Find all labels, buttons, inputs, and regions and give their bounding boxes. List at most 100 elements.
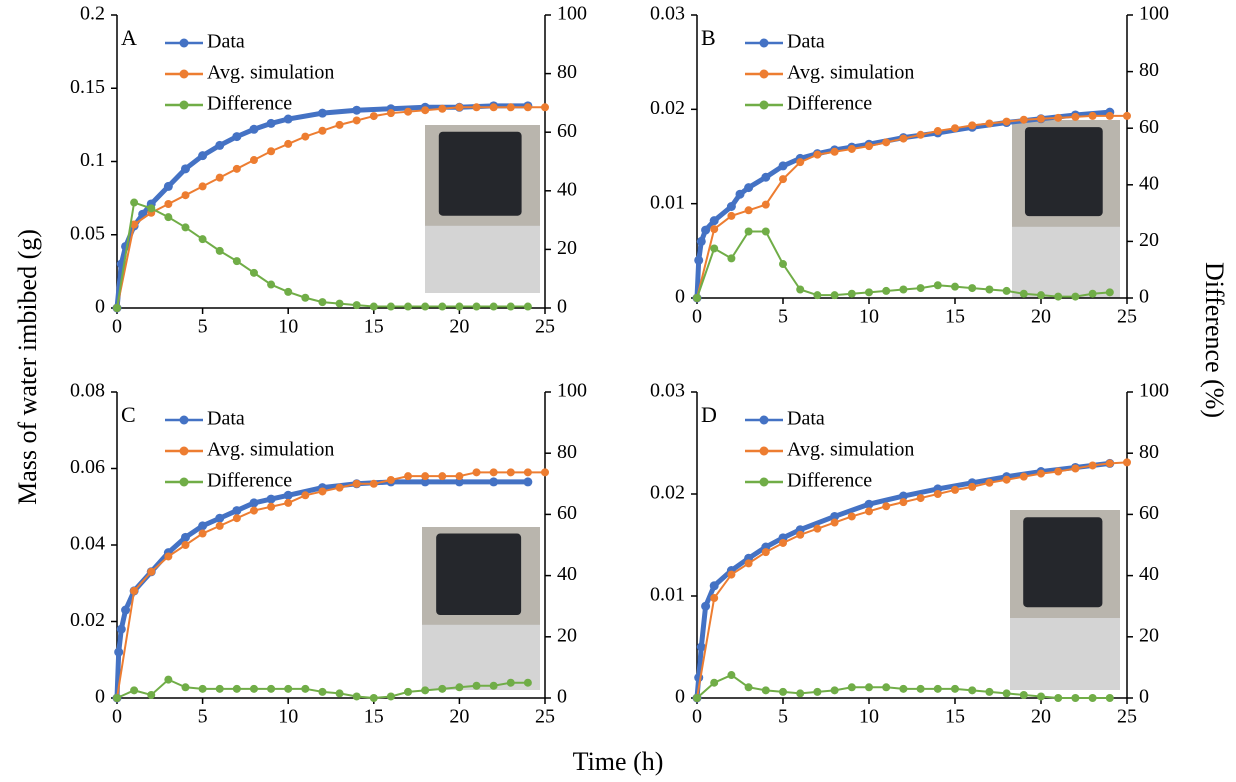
data-point — [215, 684, 224, 693]
data-point — [1071, 694, 1080, 702]
data-point — [232, 514, 241, 523]
y2-tick-label: 60 — [1139, 502, 1159, 524]
y2-tick-label: 40 — [1139, 563, 1159, 585]
data-point — [163, 181, 173, 191]
data-point — [1105, 459, 1114, 468]
data-point — [1071, 112, 1080, 121]
data-point — [1105, 288, 1114, 297]
data-point — [865, 288, 873, 297]
x-tick-label: 20 — [1031, 706, 1051, 728]
y2-tick-label: 80 — [557, 441, 577, 463]
data-point — [454, 477, 464, 487]
legend-marker — [759, 446, 769, 456]
data-point — [421, 686, 430, 695]
data-point — [198, 182, 207, 191]
x-tick-label: 0 — [112, 706, 122, 728]
data-point — [882, 683, 891, 692]
data-point — [232, 132, 242, 142]
inset-sample — [1024, 127, 1103, 217]
legend-label: Data — [207, 408, 245, 430]
data-point — [130, 686, 139, 695]
x-tick-label: 10 — [278, 706, 298, 728]
data-point — [951, 282, 959, 291]
data-point — [985, 119, 994, 128]
x-tick-label: 5 — [778, 706, 788, 728]
legend-label: Data — [207, 31, 245, 53]
data-point — [916, 284, 925, 293]
data-point — [455, 472, 464, 481]
data-point — [301, 684, 310, 693]
y2-tick-label: 20 — [1139, 229, 1159, 251]
y2-tick-label: 80 — [557, 61, 577, 83]
data-point — [899, 134, 908, 143]
data-point — [523, 477, 533, 487]
data-point — [164, 199, 173, 208]
data-point — [506, 103, 515, 112]
data-point — [267, 684, 276, 693]
legend-marker — [179, 477, 189, 487]
data-point — [164, 213, 173, 222]
data-point — [813, 150, 822, 159]
data-point — [710, 594, 719, 603]
data-point — [726, 201, 736, 211]
data-point — [421, 106, 430, 115]
data-point — [847, 289, 856, 298]
data-point — [249, 506, 258, 515]
legend-marker — [759, 100, 769, 110]
data-point — [489, 302, 498, 311]
data-point — [1019, 289, 1028, 298]
legend-label: Data — [787, 408, 825, 430]
data-point — [267, 502, 276, 511]
data-point — [701, 601, 711, 611]
x-tick-label: 25 — [535, 706, 555, 728]
data-point — [865, 142, 873, 151]
data-point — [693, 694, 701, 702]
data-point — [489, 468, 498, 477]
x-tick-label: 5 — [198, 316, 208, 338]
legend-marker — [179, 69, 189, 79]
y-tick-label: 0.02 — [650, 97, 685, 119]
inset-sample — [438, 131, 522, 216]
data-point — [985, 687, 994, 696]
y-tick-label: 0.02 — [70, 609, 105, 631]
data-point — [455, 302, 464, 311]
x-tick-label: 10 — [859, 706, 879, 728]
x-tick-label: 15 — [945, 706, 965, 728]
data-point — [968, 284, 977, 293]
data-point — [1019, 690, 1028, 699]
data-point — [318, 687, 327, 696]
data-point — [916, 684, 925, 693]
data-point — [847, 144, 856, 153]
data-point — [198, 684, 207, 693]
panel-label: A — [121, 25, 137, 50]
data-point — [1002, 689, 1011, 698]
legend-marker — [759, 415, 769, 425]
y-tick-label: 0 — [675, 286, 685, 308]
data-point — [847, 683, 856, 692]
data-point — [438, 684, 447, 693]
data-point — [710, 678, 719, 687]
data-point — [933, 127, 942, 136]
data-point — [899, 285, 908, 294]
data-point — [710, 225, 719, 234]
panel: 0 5 10 15 20 2500.050.10.150.2020406080100Dat… — [70, 3, 587, 338]
data-point — [796, 530, 805, 539]
data-point — [761, 548, 770, 557]
data-point — [249, 124, 259, 134]
data-point — [121, 605, 131, 615]
data-point — [284, 287, 293, 296]
y-tick-label: 0 — [95, 296, 105, 318]
inset-ruler — [1012, 226, 1120, 298]
data-point — [847, 512, 856, 521]
y2-tick-label: 0 — [557, 686, 567, 708]
x-tick-label: 10 — [859, 306, 879, 328]
data-point — [968, 121, 977, 130]
panel: 0 5 10 15 20 2500.010.020.03020406080100DataA… — [650, 3, 1169, 328]
data-point — [523, 103, 532, 112]
data-point — [489, 477, 499, 487]
data-point — [694, 255, 704, 265]
data-point — [232, 684, 241, 693]
data-point — [164, 675, 173, 684]
data-point — [985, 478, 994, 487]
data-point — [438, 104, 447, 113]
